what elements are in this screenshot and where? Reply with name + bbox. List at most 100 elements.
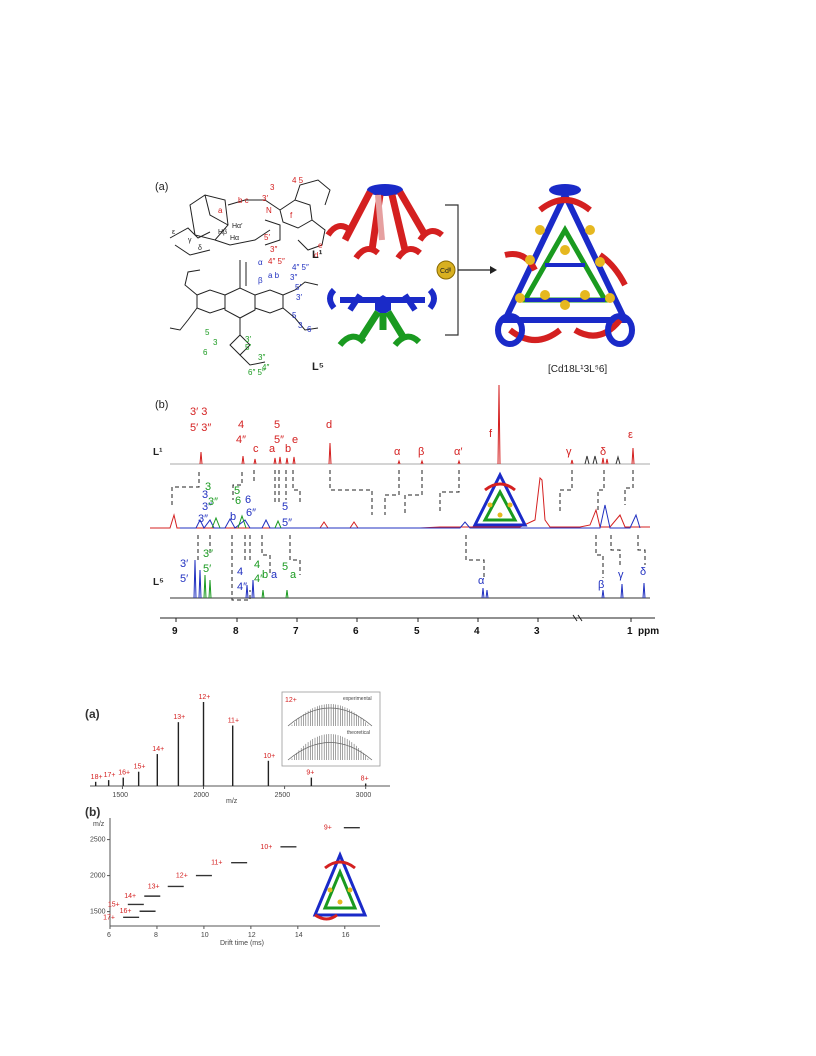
ms-charge-label: 14+ (152, 746, 164, 753)
cd-ion-icon (436, 260, 456, 280)
l1-peak-label: δ (600, 446, 606, 458)
ms-charge-label: 16+ (118, 770, 130, 777)
svg-text:3: 3 (202, 489, 208, 501)
svg-text:5′: 5′ (264, 233, 270, 242)
l5-atom-labels-blue: a b4″ 5″3″ 5′3′5 3 6αβ (258, 258, 312, 334)
svg-text:δ: δ (640, 566, 646, 578)
svg-text:5′: 5′ (203, 563, 211, 575)
l1-cartoon (325, 184, 444, 260)
drift-charge-label: 13+ (148, 883, 160, 890)
isotope-inset: 12+ experimental theoretical (281, 691, 381, 767)
svg-text:f: f (290, 211, 293, 220)
svg-text:4: 4 (237, 566, 243, 578)
ppm-tick-labels: 9 8 7 6 5 4 3 1 ppm (172, 626, 659, 637)
svg-text:5: 5 (414, 626, 420, 637)
svg-text:3″: 3″ (208, 496, 218, 508)
drift-x-tick-label: 6 (107, 932, 111, 939)
drift-x-tick-label: 12 (248, 932, 256, 939)
drift-charge-label: 17+ (103, 914, 115, 921)
svg-text:5: 5 (292, 311, 297, 320)
l1-peak-label: 4″ (236, 434, 246, 446)
svg-text:4″: 4″ (254, 573, 264, 585)
ms-figure: (a) (b) 18+ 17+ 16+ 15+ 14+ 13+ 12+ 11+ 10+ 9+ 8+ … (85, 691, 390, 947)
drift-ylabel: m/z (93, 821, 105, 828)
svg-text:a: a (290, 569, 297, 581)
drift-x-tick-label: 8 (154, 932, 158, 939)
svg-text:3′: 3′ (262, 194, 268, 203)
axis-break-icon (572, 614, 583, 622)
svg-text:5′: 5′ (295, 283, 301, 292)
drift-x-tick-label: 14 (295, 932, 303, 939)
inset-theoretical-label: theoretical (347, 730, 370, 736)
trace-complex-red (150, 476, 650, 529)
svg-text:Hα′: Hα′ (232, 223, 243, 230)
svg-text:5′: 5′ (180, 573, 188, 585)
l1-peak-label: b (285, 443, 291, 455)
l1-peak-label: ε (628, 429, 633, 441)
cd-label: Cdᴵᴵ (440, 268, 451, 275)
svg-text:ppm: ppm (638, 626, 659, 637)
svg-text:3″: 3″ (258, 353, 265, 362)
inset-charge-label: 12+ (285, 697, 297, 704)
svg-text:N: N (266, 206, 272, 215)
svg-text:3″: 3″ (203, 548, 213, 560)
ms-charge-label: 12+ (199, 694, 211, 701)
svg-text:6″ 5″: 6″ 5″ (248, 368, 265, 377)
svg-text:3: 3 (213, 338, 218, 347)
l5-peaks-green (203, 574, 289, 599)
ms-a-tick-label: 1500 (112, 792, 128, 799)
svg-text:3: 3 (270, 183, 275, 192)
ms-charge-label: 17+ (104, 772, 116, 779)
drift-xlabel: Drift time (ms) (220, 940, 264, 947)
drift-charge-label: 12+ (176, 873, 188, 880)
svg-text:6: 6 (353, 626, 359, 637)
svg-text:9: 9 (172, 626, 178, 637)
svg-text:b: b (262, 569, 268, 581)
drift-charge-label: 9+ (324, 825, 332, 832)
svg-text:δ: δ (198, 245, 202, 252)
l5-structure (169, 260, 319, 366)
drift-charge-label: 14+ (124, 893, 136, 900)
l1-peak-label: 4 (238, 419, 244, 431)
trace-l5-label: L⁵ (153, 577, 164, 588)
l5-peaks (193, 559, 646, 599)
l1-side-chain-labels: ε γδ Hβ Hα′ Hα (172, 223, 243, 252)
l1-peak-label: α (394, 446, 401, 458)
svg-text:4 5: 4 5 (292, 176, 304, 185)
svg-text:4″: 4″ (262, 363, 269, 372)
nmr-figure: (a) 33′N 4 5b ca 5′3″4″ 5″ edf εγδ HβHα′… (150, 176, 659, 637)
svg-text:γ: γ (618, 569, 624, 581)
drift-charge-label: 16+ (120, 908, 132, 915)
svg-text:a: a (271, 569, 278, 581)
svg-text:6: 6 (203, 348, 208, 357)
svg-text:β: β (598, 579, 604, 591)
svg-text:4: 4 (474, 626, 480, 637)
drift-y-tick-label: 1500 (90, 909, 106, 916)
l5-peak-labels: 3′ 5′ 3″ 5′ 4 4″ 4 4″ b a 5 a α β γ δ (180, 548, 646, 593)
ms-charge-label: 11+ (228, 718, 239, 725)
drift-charge-label: 15+ (108, 901, 120, 908)
trace-l1-label: L¹ (153, 447, 163, 458)
svg-text:6: 6 (235, 495, 241, 507)
trace-complex-green (211, 514, 282, 529)
svg-text:4″: 4″ (237, 581, 247, 593)
drift-y-tick-label: 2000 (90, 873, 106, 880)
svg-text:3″: 3″ (290, 273, 297, 282)
svg-text:e: e (318, 241, 323, 250)
l1-peak-label: 3′ 3 (190, 406, 207, 418)
l1-peak-label: 5′ 3″ (190, 422, 211, 434)
svg-text:3: 3 (205, 481, 211, 493)
ms-a-tick-label: 2000 (194, 792, 210, 799)
svg-text:5″: 5″ (282, 517, 292, 529)
l1-atom-labels: 33′ N 4 5 b c a 5′3″ 4″ 5″ ed f (218, 176, 323, 266)
svg-text:5: 5 (205, 328, 210, 337)
svg-text:8: 8 (233, 626, 239, 637)
l1-peak-label: β (418, 446, 424, 458)
drift-y-tick-label: 2500 (90, 837, 106, 844)
svg-text:3″: 3″ (202, 501, 212, 513)
svg-text:3″: 3″ (270, 245, 277, 254)
l1-peak-gray (584, 455, 621, 465)
l1-peak-label: γ (566, 446, 572, 458)
svg-text:Hα: Hα (230, 235, 239, 242)
svg-text:a b: a b (268, 271, 280, 280)
